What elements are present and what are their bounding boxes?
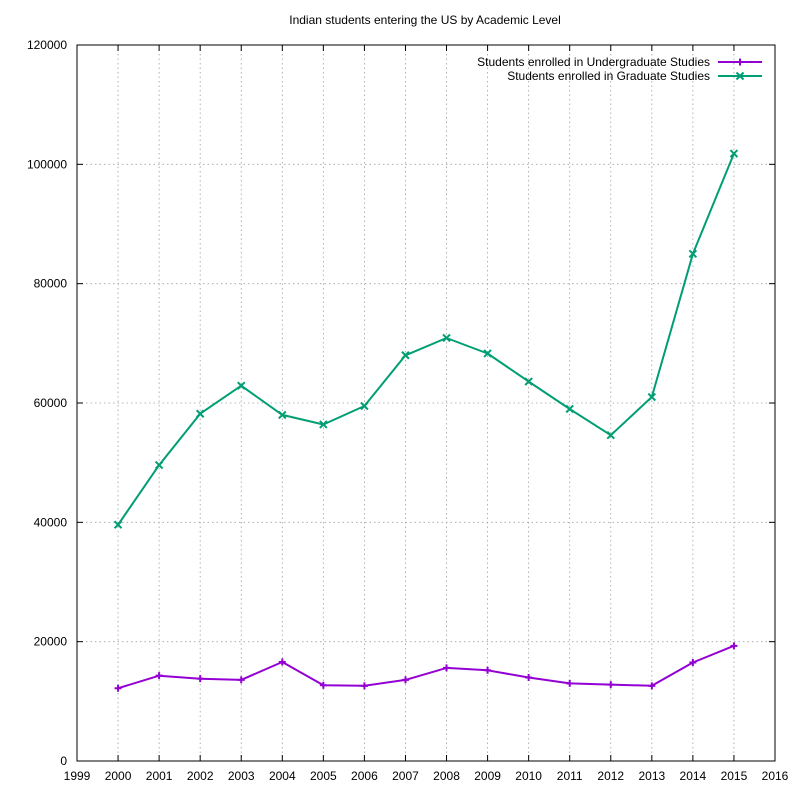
legend-label: Students enrolled in Undergraduate Studi…	[477, 55, 710, 69]
series-line	[117, 153, 735, 526]
y-tick-label: 60000	[34, 396, 68, 410]
data-point	[114, 684, 122, 692]
data-point	[401, 351, 410, 360]
series-lines	[113, 149, 739, 692]
x-tick-label: 2013	[638, 769, 665, 783]
x-tick-label: 1999	[64, 769, 91, 783]
x-tick-label: 2012	[597, 769, 624, 783]
x-tick-label: 2014	[680, 769, 707, 783]
x-tick-label: 2005	[310, 769, 337, 783]
series-2	[113, 149, 739, 529]
data-point	[195, 409, 205, 418]
x-tick-label: 2015	[721, 769, 748, 783]
data-point	[606, 431, 615, 440]
x-tick-label: 2007	[392, 769, 419, 783]
data-point	[360, 682, 368, 690]
data-point	[524, 377, 533, 386]
data-point	[154, 460, 164, 470]
data-point	[278, 410, 287, 420]
x-tick-label: 2010	[515, 769, 542, 783]
data-point	[648, 682, 656, 690]
data-point	[196, 675, 204, 683]
x-tick-label: 2016	[762, 769, 789, 783]
y-tick-label: 0	[60, 754, 67, 768]
data-point	[237, 381, 246, 390]
x-tick-label: 2000	[105, 769, 132, 783]
plot-frame	[76, 44, 776, 762]
data-point	[319, 681, 327, 689]
data-point	[525, 673, 533, 681]
data-point	[278, 658, 286, 666]
data-point	[607, 681, 615, 689]
y-tick-label: 20000	[34, 635, 68, 649]
legend-marker	[736, 58, 744, 66]
y-tick-label: 120000	[27, 38, 67, 52]
y-tick-label: 80000	[34, 277, 68, 291]
y-tick-label: 100000	[27, 157, 67, 171]
x-tick-label: 2001	[146, 769, 173, 783]
data-point	[442, 333, 451, 343]
data-point	[730, 642, 738, 650]
series-1	[114, 642, 738, 692]
data-point	[360, 401, 369, 411]
x-tick-label: 2002	[187, 769, 214, 783]
x-tick-label: 2003	[228, 769, 255, 783]
legend-item-1: Students enrolled in Undergraduate Studi…	[477, 55, 762, 69]
data-point	[237, 676, 245, 684]
data-point	[729, 149, 739, 158]
data-point	[484, 666, 492, 674]
legend: Students enrolled in Undergraduate Studi…	[477, 55, 762, 83]
axis-ticks: 1999 2000 2001 2002 2003 2004 2005 2006 2007 2008…	[27, 38, 789, 783]
x-tick-label: 2004	[269, 769, 296, 783]
data-point	[565, 404, 574, 414]
data-point	[113, 520, 123, 529]
x-tick-label: 2009	[474, 769, 501, 783]
data-point	[319, 420, 328, 429]
data-point	[647, 392, 657, 402]
data-point	[443, 664, 451, 672]
data-point	[483, 349, 492, 358]
data-point	[566, 679, 574, 687]
x-tick-label: 2008	[433, 769, 460, 783]
legend-label: Students enrolled in Graduate Studies	[507, 69, 710, 83]
grid	[77, 45, 775, 761]
y-tick-label: 40000	[34, 515, 68, 529]
legend-item-2: Students enrolled in Graduate Studies	[507, 69, 762, 83]
x-tick-label: 2011	[557, 769, 583, 783]
chart-title: Indian students entering the US by Acade…	[289, 13, 561, 27]
x-tick-label: 2006	[351, 769, 378, 783]
legend-marker	[735, 71, 745, 81]
data-point	[155, 672, 163, 680]
data-point	[401, 676, 409, 684]
data-point	[689, 659, 697, 667]
data-point	[688, 249, 698, 259]
series-line	[117, 644, 735, 690]
